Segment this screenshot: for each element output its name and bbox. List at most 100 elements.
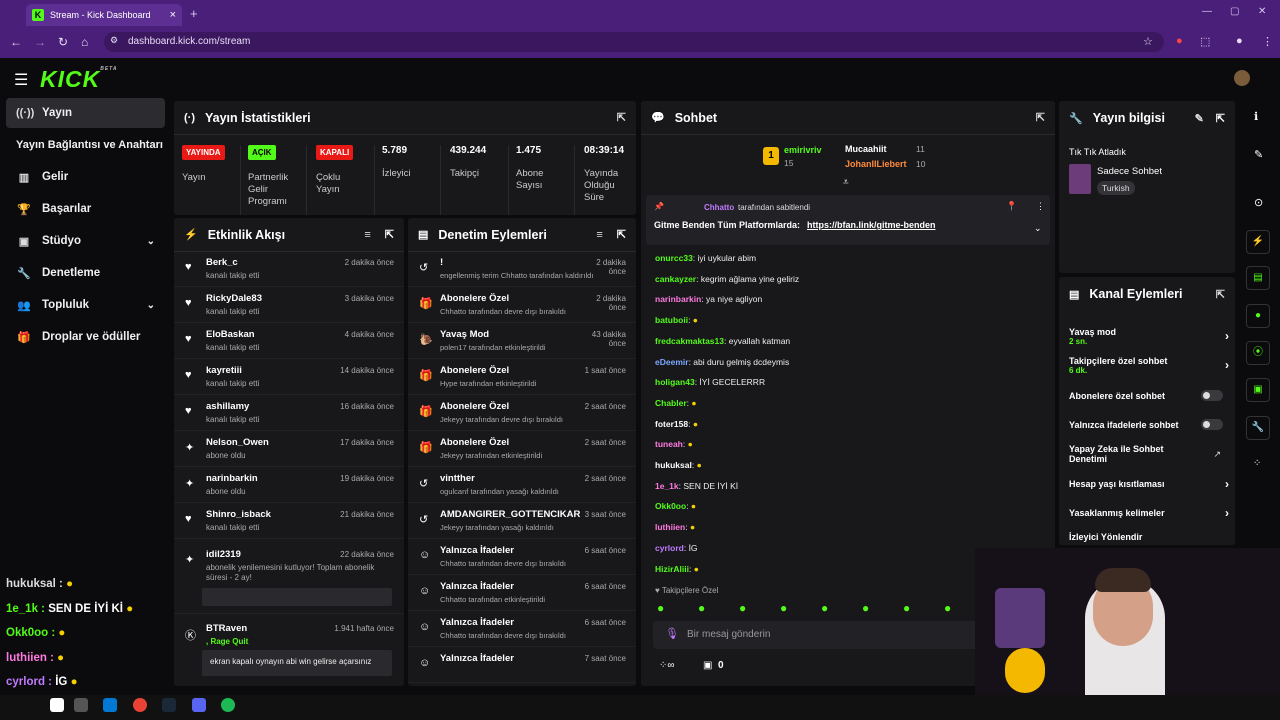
filter-icon[interactable]: ≡ [364,228,371,241]
collapse-icon[interactable]: ⩡ [843,177,849,188]
top-gifter-3[interactable]: JohanIILiebert [845,159,907,169]
popout-icon[interactable]: ⇱ [1215,112,1225,125]
redirect-viewers-action[interactable]: İzleyici Yönlendir [1069,532,1143,542]
close-tab-icon[interactable]: × [169,9,176,21]
sidebar-item-studyo[interactable]: ▣ Stüdyo ⌄ [6,226,165,256]
chat-username[interactable]: 1e_1k [655,480,679,491]
chat-username[interactable]: fredcakmaktas13 [655,335,724,346]
lightning-icon[interactable]: ⚡ [1246,230,1270,254]
chat-message[interactable]: narinbarkin: ya niye agliyon [655,294,763,305]
spotify-icon[interactable] [221,698,235,712]
chat-username[interactable]: narinbarkin [655,294,702,305]
close-window-icon[interactable]: ✕ [1258,6,1267,17]
wrench-icon[interactable]: 🔧 [1246,416,1270,440]
banned-words-action[interactable]: Yasaklanmış kelimeler › [1069,506,1229,520]
sidebar-item-stream-key[interactable]: Yayın Bağlantısı ve Anahtarı [16,139,163,151]
chevron-down-icon[interactable]: ⌄ [1034,223,1042,233]
record-icon[interactable]: ⊙ [1254,197,1264,209]
chat-username[interactable]: holigan43 [655,377,695,388]
popout-icon[interactable]: ⇱ [1035,112,1045,124]
forward-icon[interactable]: → [34,35,46,49]
emote-icon[interactable]: ● [739,601,747,615]
search-icon[interactable] [74,698,88,712]
extensions-puzzle-icon[interactable]: ⬚ [1200,36,1211,48]
extension-icon[interactable]: ● [1176,35,1183,47]
chat-username[interactable]: cyrlord [655,542,684,553]
edit-pencil-icon[interactable]: ✎ [1194,112,1204,125]
emote-icon[interactable]: ● [657,601,665,615]
ai-moderation-action[interactable]: Yapay Zeka ile Sohbet Denetimi [1069,444,1164,464]
chat-message[interactable]: cyrlord: İG [655,542,698,553]
chrome-icon[interactable] [133,698,147,712]
channel-icon[interactable]: ▣ [1246,378,1270,402]
broadcast-icon[interactable]: ⦿ [1246,341,1270,365]
steam-icon[interactable] [162,698,176,712]
popout-icon[interactable]: ⇱ [616,112,626,124]
chat-message[interactable]: 1e_1k: SEN DE İYİ Kİ [655,480,739,491]
emote-chat-toggle[interactable] [1201,419,1223,430]
chat-username[interactable]: tuneah [655,439,683,450]
external-link-icon[interactable]: ↗ [1213,449,1221,459]
chat-icon[interactable]: ● [1246,304,1270,328]
chat-message[interactable]: batuboii: ● [655,315,698,326]
address-bar[interactable]: dashboard.kick.com/stream [104,32,1164,52]
chat-username[interactable]: Chabler [655,397,687,408]
discord-icon[interactable] [192,698,206,712]
sidebar-item-gelir[interactable]: ▥ Gelir [6,162,165,192]
user-avatar[interactable] [1234,70,1250,86]
reload-icon[interactable]: ↻ [58,35,69,49]
chat-message[interactable]: cankayzer: kegrim ağlama yine geliriz [655,273,800,284]
more-icon[interactable]: ⋮ [1036,201,1045,211]
chat-message[interactable]: tuneah: ● [655,439,693,450]
emote-icon[interactable]: ● [944,601,952,615]
chat-message[interactable]: fredcakmaktas13: eyvallah katman [655,335,791,346]
chat-username[interactable]: foter158 [655,418,689,429]
site-info-icon[interactable]: ⚙ [110,35,119,45]
profile-avatar-icon[interactable]: ● [1236,35,1243,47]
sidebar-item-droplar[interactable]: 🎁 Droplar ve ödüller [17,331,141,344]
top-gifter-1[interactable]: emirivriv [784,145,822,155]
menu-kebab-icon[interactable]: ⋮ [1262,36,1273,48]
chat-message[interactable]: foter158: ● [655,418,698,429]
users-icon[interactable]: ⁘ [1253,458,1262,469]
emote-icon[interactable]: ● [903,601,911,615]
emote-icon[interactable]: ● [862,601,870,615]
chat-message[interactable]: HizirAliii: ● [655,563,699,574]
chat-username[interactable]: cankayzer [655,273,697,284]
chat-username[interactable]: Okk0oo [655,501,687,512]
chat-message[interactable]: Chabler: ● [655,397,697,408]
popout-icon[interactable]: ⇱ [616,229,626,241]
pinned-link[interactable]: https://bfan.link/gitme-benden [807,220,936,230]
chat-message[interactable]: eDeemir: abi duru gelmiş dcdeymis [655,356,790,367]
followers-chat-action[interactable]: Takipçilere özel sohbet 6 dk. › [1069,356,1229,375]
top-gifter-2[interactable]: Mucaahiit [845,144,887,154]
filter-icon[interactable]: ≡ [596,228,603,241]
chat-message[interactable]: holigan43: İYİ GECELERRR [655,377,766,388]
outlook-icon[interactable] [103,698,117,712]
popout-icon[interactable]: ⇱ [1215,288,1225,301]
maximize-icon[interactable]: ▢ [1230,6,1240,17]
new-tab-icon[interactable]: + [190,6,198,21]
subs-chat-toggle[interactable] [1201,390,1223,401]
hamburger-menu-icon[interactable]: ☰ [14,72,29,89]
kick-logo[interactable]: KICKBETA [40,66,118,92]
emote-icon[interactable]: ● [821,601,829,615]
chat-message[interactable]: hukuksal: ● [655,460,702,470]
slow-mode-action[interactable]: Yavaş mod 2 sn. › [1069,327,1229,346]
minimize-icon[interactable]: — [1202,6,1212,17]
emote-icon[interactable]: ● [780,601,788,615]
chat-message[interactable]: Okk0oo: ● [655,501,697,512]
windows-start-icon[interactable] [50,698,64,712]
sidebar-item-basarilar[interactable]: 🏆 Başarılar [17,203,92,216]
account-age-action[interactable]: Hesap yaşı kısıtlaması › [1069,477,1229,491]
sidebar-item-topluluk[interactable]: 👥 Topluluk ⌄ [17,299,155,312]
chat-message[interactable]: luthiien: ● [655,522,696,533]
back-icon[interactable]: ← [10,35,22,49]
chat-username[interactable]: eDeemir [655,356,689,367]
info-icon[interactable]: ℹ [1254,111,1259,123]
sidebar-item-denetleme[interactable]: 🔧 Denetleme [17,267,101,280]
gift-box-icon[interactable]: ▣ [703,660,713,671]
notes-icon[interactable]: ▤ [1246,266,1270,290]
chat-message[interactable]: onurcc33: iyi uykular abim [655,253,757,263]
bookmark-star-icon[interactable]: ☆ [1143,36,1153,48]
